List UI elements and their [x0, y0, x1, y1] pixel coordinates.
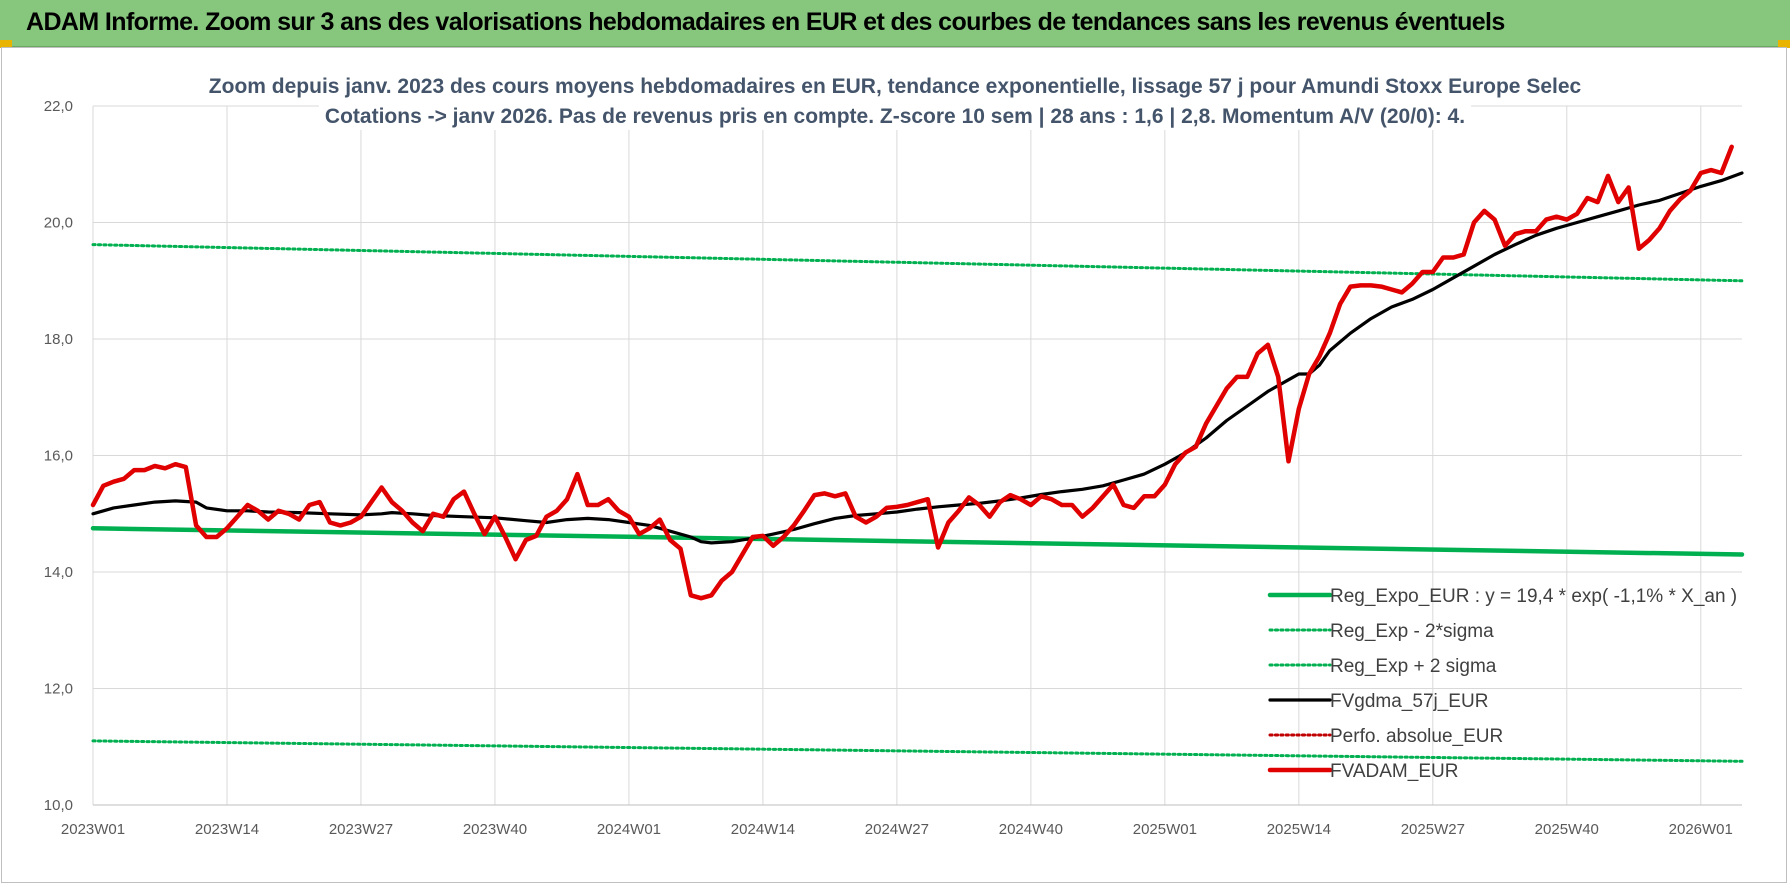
- y-tick-label: 12,0: [44, 681, 73, 698]
- chart-title-backing: [202, 73, 1588, 100]
- y-tick-label: 20,0: [44, 215, 73, 232]
- chart-title-group: Zoom depuis janv. 2023 des cours moyens …: [202, 73, 1588, 130]
- report-banner: ADAM Informe. Zoom sur 3 ans des valoris…: [0, 0, 1790, 47]
- y-tick-label: 14,0: [44, 564, 73, 581]
- x-tick-label: 2025W27: [1401, 821, 1465, 838]
- corner-marker-left: [0, 40, 12, 48]
- x-tick-label: 2024W40: [999, 821, 1063, 838]
- x-tick-label: 2023W14: [195, 821, 259, 838]
- grid-lines: [92, 105, 1742, 806]
- legend-entry-label: Reg_Expo_EUR : y = 19,4 * exp( -1,1% * X…: [1330, 586, 1737, 607]
- legend-entry-label: Reg_Exp + 2 sigma: [1330, 656, 1497, 677]
- legend: Reg_Expo_EUR : y = 19,4 * exp( -1,1% * X…: [1267, 586, 1737, 782]
- chart-frame: [1, 47, 1787, 883]
- report-title: ADAM Informe. Zoom sur 3 ans des valoris…: [26, 8, 1505, 36]
- series-line-3: [91, 171, 1744, 545]
- axes: 10,0 12,0 14,0 16,0 18,0 20,0 22,0 2023W01 2023W…: [44, 98, 1742, 838]
- legend-entry-label: Perfo. absolue_EUR: [1330, 726, 1503, 747]
- legend-entry-label: Reg_Exp - 2*sigma: [1330, 621, 1494, 642]
- x-tick-label: 2025W40: [1535, 821, 1599, 838]
- chart-title-backing: [318, 103, 1472, 130]
- y-tick-label: 16,0: [44, 448, 73, 465]
- x-tick-label: 2023W27: [329, 821, 393, 838]
- x-tick-label: 2025W14: [1267, 821, 1331, 838]
- series-line-1: [91, 739, 1744, 763]
- x-tick-label: 2024W27: [865, 821, 929, 838]
- x-tick-label: 2024W01: [597, 821, 661, 838]
- series-line-2: [91, 243, 1744, 283]
- series-group: [90, 144, 1745, 763]
- chart-title-line: Zoom depuis janv. 2023 des cours moyens …: [209, 75, 1582, 98]
- y-tick-label: 10,0: [44, 797, 73, 814]
- chart-title-line: Cotations -> janv 2026. Pas de revenus p…: [325, 105, 1465, 128]
- y-tick-label: 22,0: [44, 98, 73, 115]
- series-line-0: [90, 526, 1745, 557]
- x-tick-label: 2026W01: [1669, 821, 1733, 838]
- y-tick-label: 18,0: [44, 331, 73, 348]
- corner-marker-right: [1778, 40, 1790, 48]
- legend-entry-label: FVADAM_EUR: [1330, 761, 1458, 782]
- legend-entry-label: FVgdma_57j_EUR: [1330, 691, 1488, 712]
- x-tick-label: 2025W01: [1133, 821, 1197, 838]
- x-tick-label: 2023W01: [61, 821, 125, 838]
- series-line-5: [90, 144, 1734, 601]
- x-tick-label: 2024W14: [731, 821, 795, 838]
- x-tick-label: 2023W40: [463, 821, 527, 838]
